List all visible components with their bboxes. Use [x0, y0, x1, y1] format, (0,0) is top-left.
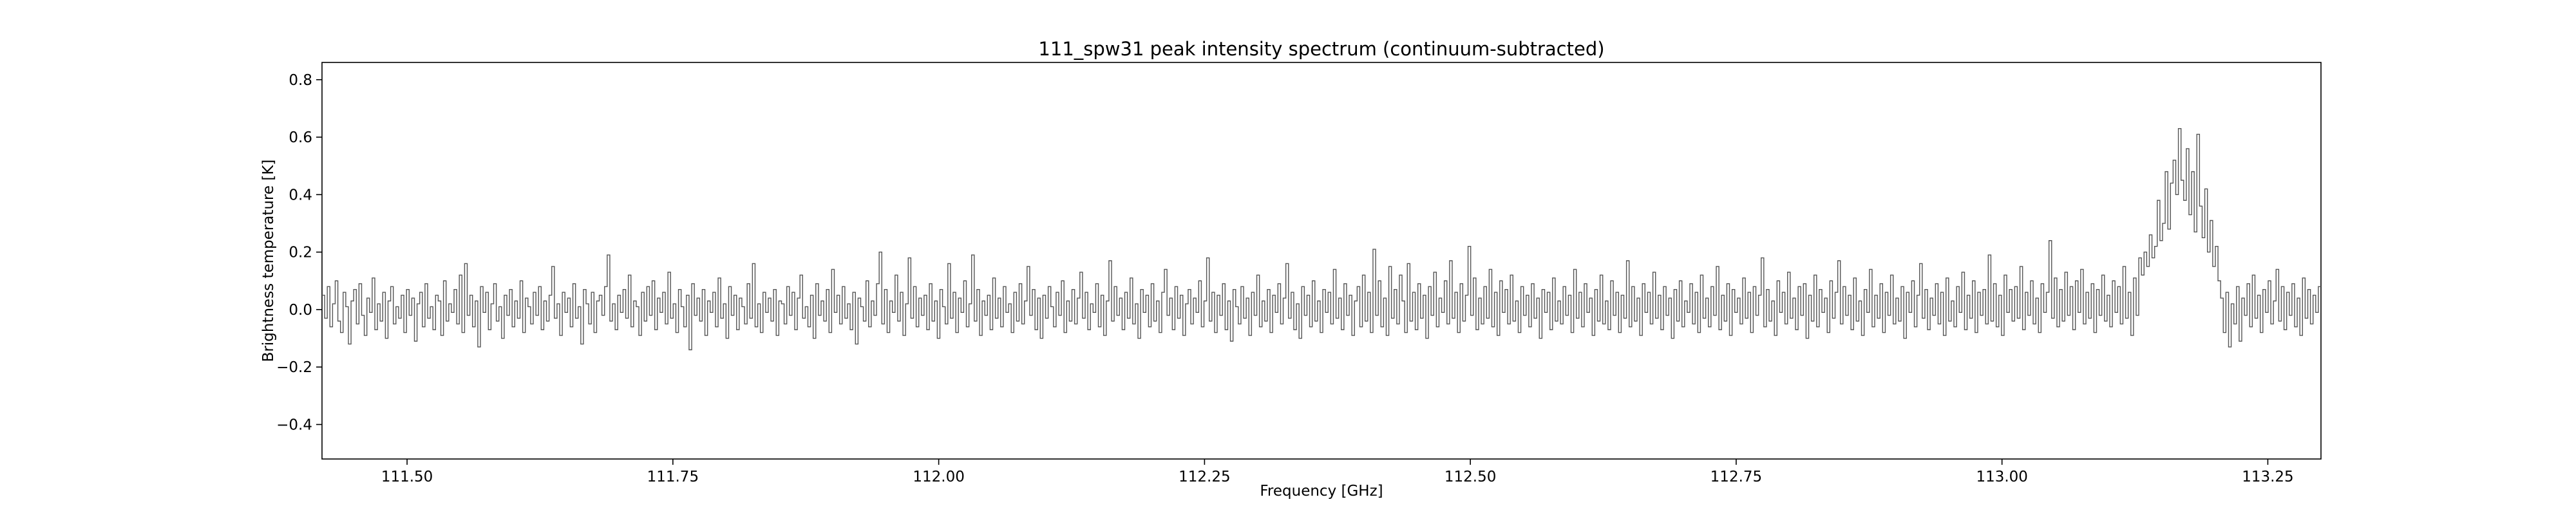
- chart-title: 111_spw31 peak intensity spectrum (conti…: [1038, 38, 1604, 60]
- y-tick-label: −0.4: [276, 417, 312, 433]
- axes-frame: [321, 62, 2322, 460]
- x-tick-label: 111.50: [381, 469, 433, 485]
- x-tick-label: 111.75: [647, 469, 699, 485]
- x-axis-label: Frequency [GHz]: [1260, 483, 1383, 500]
- y-tick-label: 0.4: [289, 187, 312, 203]
- x-tick-label: 112.25: [1179, 469, 1230, 485]
- plot-area: [321, 62, 2322, 460]
- spectrum-line: [322, 127, 2321, 351]
- x-tick-label: 113.00: [1976, 469, 2027, 485]
- y-tick-label: 0.8: [289, 72, 312, 89]
- y-tick-label: 0.0: [289, 302, 312, 319]
- x-axis: 111.50 111.75 112.00 112.25 112.50 112.75 113.…: [381, 459, 2294, 485]
- y-tick-label: 0.2: [289, 245, 312, 261]
- y-tick-label: −0.2: [276, 359, 312, 376]
- x-tick-label: 112.00: [913, 469, 964, 485]
- x-tick-label: 112.50: [1444, 469, 1496, 485]
- y-tick-label: 0.6: [289, 129, 312, 146]
- y-axis: 0.8 0.6 0.4 0.2 0.0 −0.2 −0.4: [276, 72, 322, 433]
- y-axis-label: Brightness temperature [K]: [260, 160, 277, 362]
- x-tick-label: 112.75: [1710, 469, 1762, 485]
- x-tick-label: 113.25: [2242, 469, 2293, 485]
